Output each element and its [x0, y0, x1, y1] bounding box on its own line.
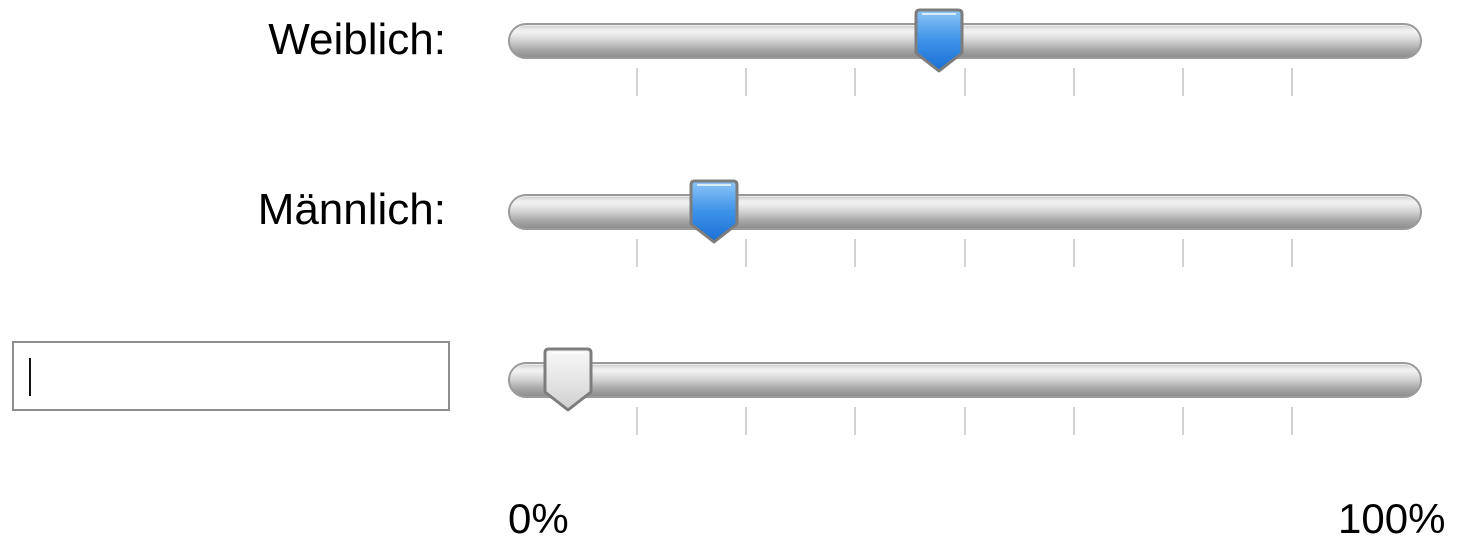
slider-maennlich[interactable]: [508, 179, 1422, 294]
slider-tick: [1182, 239, 1184, 267]
slider-thumb-icon[interactable]: [914, 7, 964, 75]
slider-tick: [1073, 68, 1075, 96]
slider-tick: [1073, 239, 1075, 267]
slider-track[interactable]: [508, 194, 1422, 230]
slider-thumb-icon[interactable]: [689, 178, 739, 246]
value-input[interactable]: [14, 343, 448, 409]
slider-track[interactable]: [508, 23, 1422, 59]
slider-tick: [854, 239, 856, 267]
slider-tick: [964, 239, 966, 267]
slider-tick: [636, 68, 638, 96]
slider-tick: [1291, 239, 1293, 267]
scale-max-label: 100%: [1338, 495, 1446, 542]
value-input-field[interactable]: [12, 341, 450, 411]
slider-tick: [745, 407, 747, 435]
slider-tick: [964, 68, 966, 96]
label-maennlich: Männlich:: [257, 185, 446, 234]
slider-thumb-icon[interactable]: [543, 346, 593, 414]
slider-tick: [636, 239, 638, 267]
text-cursor: [29, 358, 31, 396]
scale-min-label: 0%: [508, 495, 569, 542]
slider-tick: [964, 407, 966, 435]
slider-tick: [854, 68, 856, 96]
slider-tick: [854, 407, 856, 435]
slider-track[interactable]: [508, 362, 1422, 398]
slider-tick: [1291, 407, 1293, 435]
slider-tick: [1073, 407, 1075, 435]
slider-tick: [1182, 407, 1184, 435]
slider-weiblich[interactable]: [508, 8, 1422, 123]
slider-custom[interactable]: [508, 347, 1422, 462]
slider-tick: [1182, 68, 1184, 96]
slider-tick: [1291, 68, 1293, 96]
label-weiblich: Weiblich:: [268, 15, 446, 64]
slider-tick: [745, 68, 747, 96]
slider-tick: [636, 407, 638, 435]
slider-tick: [745, 239, 747, 267]
